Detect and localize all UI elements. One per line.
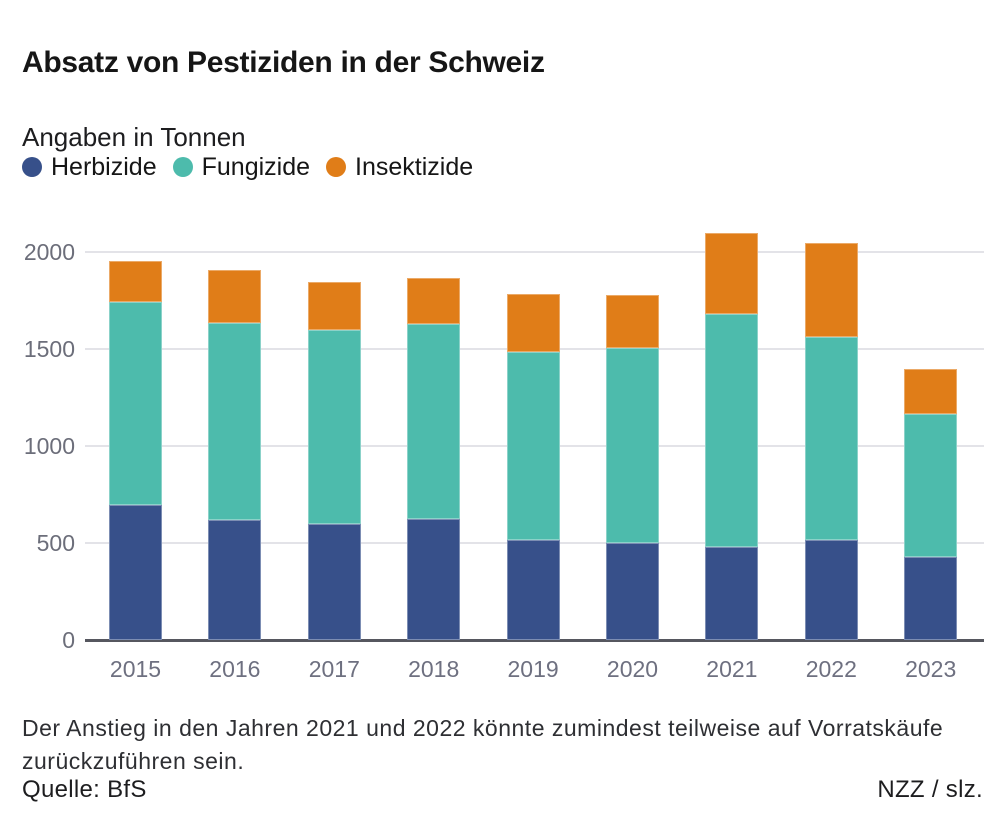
bar-2021 [705,233,759,640]
x-axis-tick-label: 2019 [507,656,559,682]
gridline-2000 [85,250,984,253]
x-axis-line [85,638,984,642]
legend-label: Herbizide [51,153,157,181]
bar-segment-fungizide-2021[interactable] [705,313,759,547]
chart-note: Der Anstieg in den Jahren 2021 und 2022 … [22,712,982,778]
legend: Herbizide Fungizide Insektizide [22,154,473,180]
bar-segment-insektizide-2022[interactable] [804,243,858,338]
bar-segment-fungizide-2018[interactable] [407,323,461,519]
x-axis-tick-label: 2015 [109,656,162,682]
bar-segment-insektizide-2015[interactable] [109,260,162,303]
bar-segment-insektizide-2017[interactable] [307,281,361,331]
bar-segment-fungizide-2022[interactable] [804,337,858,541]
bar-segment-insektizide-2018[interactable] [407,278,461,324]
bar-segment-herbizide-2019[interactable] [506,540,560,640]
legend-item-fungizide[interactable]: Fungizide [172,153,311,181]
y-axis-tick-label: 1000 [23,432,75,459]
y-axis-tick-label: 500 [36,529,75,556]
x-axis-tick-label: 2021 [706,656,758,682]
bar-segment-herbizide-2015[interactable] [109,505,162,640]
bar-2023 [904,369,958,640]
insektizide-dot-icon [326,157,347,177]
note-line: zurückzuführen sein. [22,748,245,774]
bar-2018 [407,278,461,640]
bar-2016 [208,270,262,640]
bar-2017 [307,281,361,640]
bar-segment-fungizide-2023[interactable] [904,413,958,557]
bar-segment-fungizide-2015[interactable] [109,302,162,506]
bar-segment-herbizide-2022[interactable] [804,540,858,640]
herbizide-dot-icon [22,157,42,177]
bar-segment-insektizide-2019[interactable] [506,293,560,352]
bar-segment-herbizide-2020[interactable] [606,542,659,640]
bar-segment-herbizide-2018[interactable] [407,518,461,640]
bar-segment-insektizide-2016[interactable] [208,270,262,323]
bar-2020 [606,295,659,640]
bar-segment-herbizide-2023[interactable] [904,556,958,640]
legend-label: Insektizide [355,153,474,181]
credit-label: NZZ / slz. [877,776,983,803]
bar-segment-herbizide-2016[interactable] [208,519,262,640]
bar-segment-herbizide-2021[interactable] [705,546,759,640]
chart-subtitle: Angaben in Tonnen [22,122,246,152]
fungizide-dot-icon [172,157,193,177]
bar-segment-herbizide-2017[interactable] [307,523,361,640]
legend-item-insektizide[interactable]: Insektizide [326,154,473,180]
x-axis-tick-label: 2023 [905,656,957,682]
bar-2019 [506,293,560,640]
bar-segment-insektizide-2020[interactable] [606,295,659,348]
bar-2015 [109,260,162,640]
bar-segment-fungizide-2017[interactable] [307,330,361,524]
page-title: Absatz von Pestiziden in der Schweiz [22,46,545,80]
bar-segment-insektizide-2021[interactable] [705,233,759,314]
x-axis-tick-label: 2017 [308,656,360,682]
x-axis-tick-label: 2018 [408,656,460,682]
note-line: Der Anstieg in den Jahren 2021 und 2022 … [22,715,944,741]
y-axis-tick-label: 0 [62,627,75,653]
x-axis-tick-label: 2016 [209,656,261,682]
bar-segment-fungizide-2016[interactable] [208,322,262,520]
legend-item-herbizide[interactable]: Herbizide [22,154,157,180]
bar-segment-fungizide-2019[interactable] [506,351,560,541]
y-axis-tick-label: 2000 [23,238,75,265]
bar-segment-fungizide-2020[interactable] [606,347,659,543]
legend-label: Fungizide [201,153,311,181]
x-axis-tick-label: 2020 [606,656,659,682]
x-axis-tick-label: 2022 [805,656,857,682]
bar-segment-insektizide-2023[interactable] [904,369,958,414]
source-row: Quelle: BfS NZZ / slz. [22,776,983,804]
y-axis-tick-label: 1500 [23,335,75,362]
bar-2022 [804,243,858,640]
source-label: Quelle: BfS [22,776,147,803]
stacked-bar-chart: 0 500 1000 1500 2000 2015 2016 2017 2018 2019 2020… [0,225,1000,682]
